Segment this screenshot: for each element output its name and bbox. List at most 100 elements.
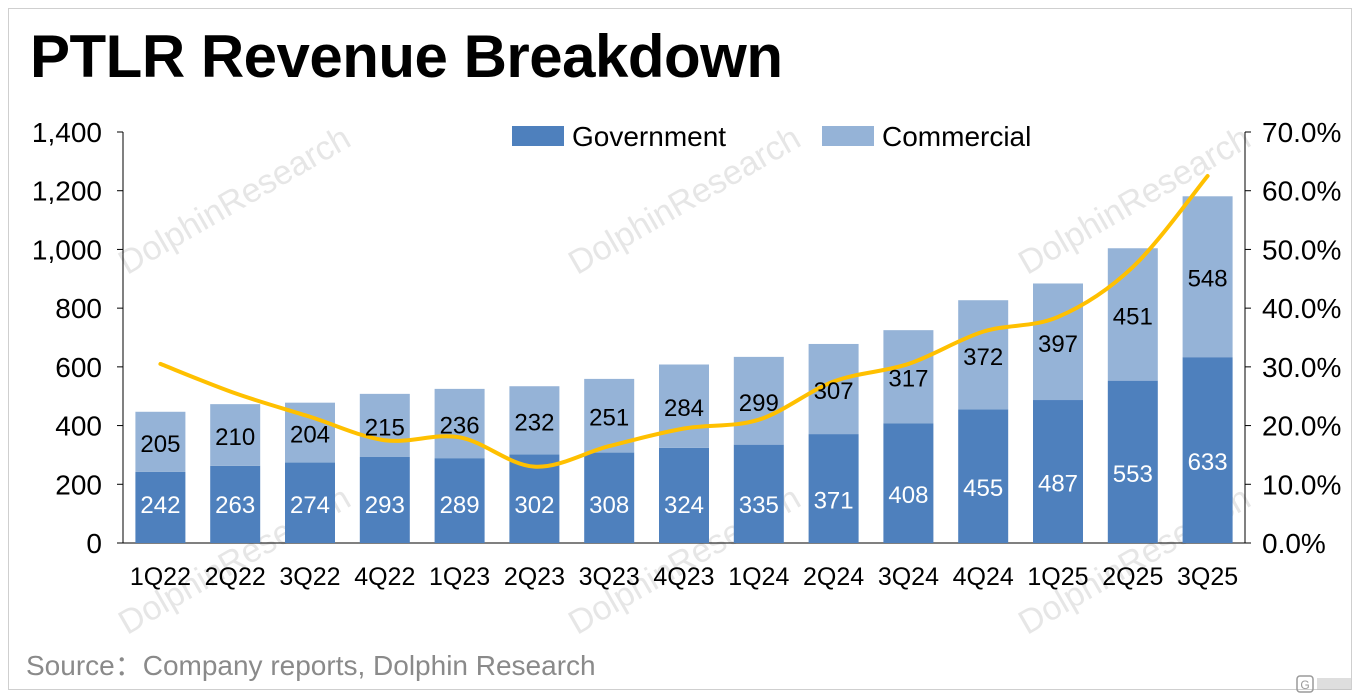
x-tick-label: 3Q22 [279,563,340,591]
bar-government [1107,380,1158,543]
x-tick-label: 3Q24 [878,563,939,591]
data-label-commercial: 284 [664,395,704,422]
bar-government [1182,357,1233,543]
x-tick-label: 4Q24 [953,563,1014,591]
x-tick-label: 1Q23 [429,563,490,591]
x-tick-label: 3Q23 [579,563,640,591]
data-label-government: 633 [1188,449,1228,476]
y2-tick-label: 30.0% [1262,352,1341,383]
data-label-government: 335 [739,492,779,519]
y2-tick-label: 60.0% [1262,176,1341,207]
bar-government [808,434,859,543]
data-label-commercial: 204 [290,422,330,449]
bar-commercial [958,300,1009,410]
y-tick-label: 1,200 [32,176,102,207]
data-label-government: 293 [365,492,405,519]
data-label-commercial: 232 [514,409,554,436]
data-label-government: 242 [140,492,180,519]
y-tick-label: 200 [55,469,102,500]
bar-commercial [1182,196,1233,358]
data-label-government: 487 [1038,471,1078,498]
data-label-government: 302 [514,492,554,519]
chart-frame [8,8,1352,690]
y2-tick-label: 50.0% [1262,234,1341,265]
data-label-commercial: 215 [365,414,405,441]
x-tick-label: 1Q24 [728,563,789,591]
x-tick-label: 2Q24 [803,563,864,591]
bar-commercial [1107,248,1158,381]
y-tick-label: 1,400 [32,117,102,148]
y2-tick-label: 40.0% [1262,293,1341,324]
y-tick-label: 1,000 [32,234,102,265]
watermark-text: DolphinResearch [112,119,357,282]
data-label-government: 289 [440,492,480,519]
y2-tick-label: 10.0% [1262,469,1341,500]
bar-commercial [434,388,485,459]
data-label-government: 553 [1113,461,1153,488]
y2-tick-label: 70.0% [1262,117,1341,148]
data-label-commercial: 205 [140,431,180,458]
x-tick-label: 1Q22 [130,563,191,591]
data-label-government: 263 [215,492,255,519]
bar-government [210,465,261,543]
chart-title: PTLR Revenue Breakdown [30,23,783,90]
y2-tick-label: 20.0% [1262,411,1341,442]
bar-government [659,447,709,543]
logo-icon: G [1296,674,1354,694]
y2-tick-label: 0.0% [1262,528,1326,559]
x-tick-label: 2Q23 [504,563,565,591]
data-label-government: 324 [664,492,704,519]
bar-commercial [883,330,934,424]
data-label-commercial: 236 [440,413,480,440]
x-tick-label: 2Q25 [1102,563,1163,591]
y-tick-label: 0 [86,528,102,559]
data-label-commercial: 210 [215,424,255,451]
x-tick-label: 2Q22 [205,563,266,591]
data-label-commercial: 372 [963,344,1003,371]
bar-government [958,409,1009,543]
bar-government [1033,400,1083,543]
data-label-government: 274 [290,492,330,519]
data-label-government: 408 [888,482,928,509]
legend-label-government: Government [572,121,726,152]
bar-commercial [659,364,709,448]
legend-label-commercial: Commercial [882,121,1031,152]
bar-government [359,456,410,543]
bar-commercial [135,411,186,472]
bar-commercial [210,404,261,466]
bar-government [883,423,934,543]
legend-swatch-government [512,126,564,146]
bar-government [509,454,560,543]
growth-line [158,174,1210,469]
bar-commercial [509,386,560,455]
bar-government [434,458,485,543]
bar-commercial [733,356,784,445]
data-label-commercial: 251 [589,405,629,432]
data-label-commercial: 397 [1038,331,1078,358]
svg-text:G: G [1300,678,1309,692]
bar-government [285,462,335,543]
bar-commercial [359,393,410,457]
data-label-commercial: 299 [739,390,779,417]
y-tick-label: 800 [55,293,102,324]
bar-government [584,452,635,543]
y-tick-label: 600 [55,352,102,383]
data-label-commercial: 548 [1188,266,1228,293]
x-tick-label: 3Q25 [1177,563,1238,591]
bar-government [135,471,186,543]
x-tick-label: 1Q25 [1027,563,1088,591]
y-tick-label: 400 [55,411,102,442]
data-label-government: 308 [589,492,629,519]
source-note: Source：Company reports, Dolphin Research [26,650,596,681]
bar-commercial [1033,283,1083,401]
x-tick-label: 4Q23 [653,563,714,591]
data-label-government: 455 [963,475,1003,502]
data-label-commercial: 307 [814,378,854,405]
data-label-government: 371 [814,488,854,515]
x-tick-label: 4Q22 [354,563,415,591]
legend-swatch-commercial [822,126,874,146]
bar-government [733,444,784,543]
data-label-commercial: 451 [1113,303,1153,330]
data-label-commercial: 317 [888,366,928,393]
